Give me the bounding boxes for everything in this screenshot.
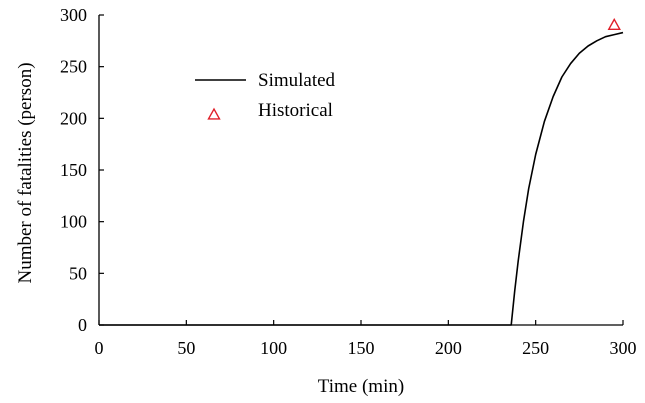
legend-historical-marker (207, 107, 221, 120)
x-tick-label: 200 (435, 338, 462, 358)
y-tick-label: 50 (69, 263, 87, 283)
legend-simulated-label: Simulated (258, 70, 336, 91)
x-tick-label: 250 (522, 338, 549, 358)
legend-historical-label: Historical (258, 100, 333, 121)
y-tick-label: 200 (60, 108, 87, 128)
y-tick-label: 150 (60, 160, 87, 180)
legend: Simulated Historical (195, 70, 336, 121)
y-axis-label: Number of fatalities (person) (15, 62, 36, 283)
x-tick-label: 100 (260, 338, 287, 358)
axes (98, 15, 623, 326)
y-tick-label: 100 (60, 212, 87, 232)
tick-marks (98, 14, 624, 326)
x-tick-label: 300 (610, 338, 637, 358)
series-layer (99, 17, 624, 326)
tick-labels: 0 50 100 150 200 250 300 0 50 100 150 200 250 300 (60, 5, 637, 358)
x-tick-label: 50 (177, 338, 195, 358)
simulated-series-line (99, 31, 624, 326)
y-tick-label: 250 (60, 57, 87, 77)
x-tick-label: 0 (95, 338, 104, 358)
y-tick-label: 0 (78, 315, 87, 335)
x-axis-label: Time (min) (318, 376, 404, 397)
historical-data-point (607, 17, 621, 30)
x-tick-label: 150 (348, 338, 375, 358)
y-tick-label: 300 (60, 5, 87, 25)
